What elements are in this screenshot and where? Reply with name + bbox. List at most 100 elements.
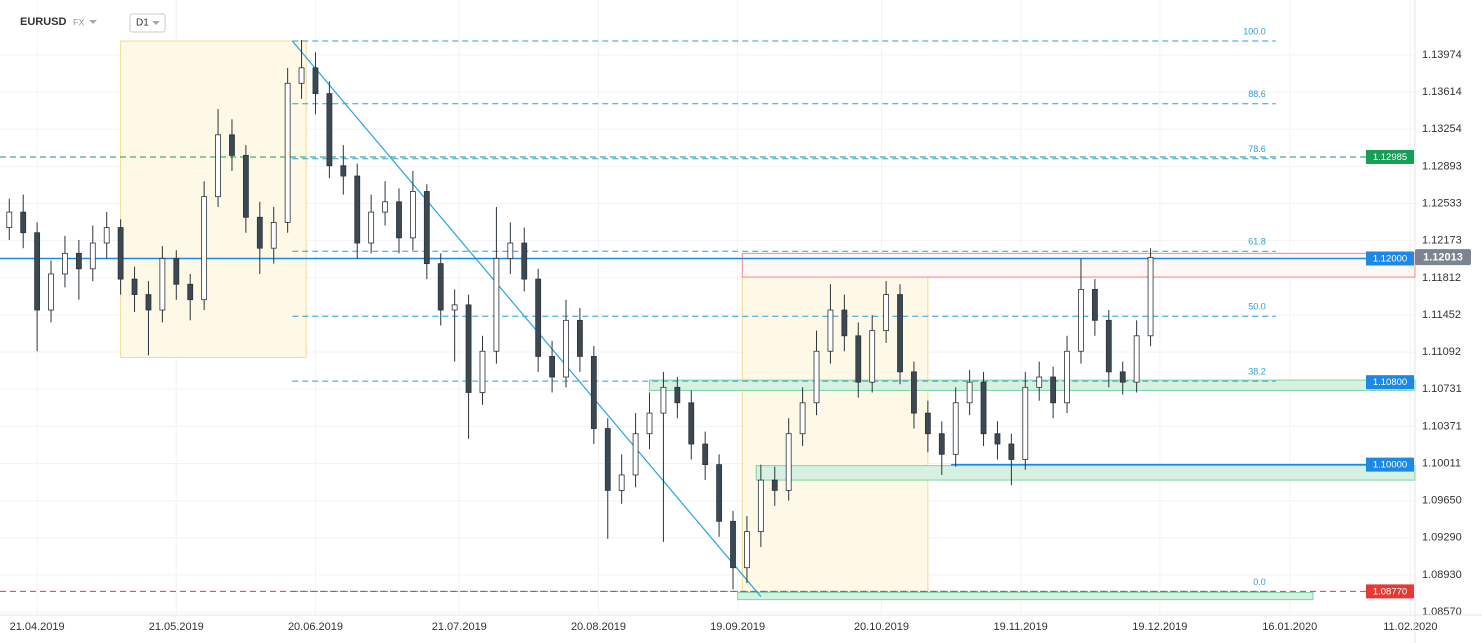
candle-body — [744, 531, 750, 569]
candle-body — [396, 201, 402, 239]
zone — [120, 40, 307, 358]
candle-body — [1105, 319, 1112, 373]
candle-body — [799, 402, 806, 435]
candle-body — [479, 350, 486, 393]
market: FX — [73, 17, 85, 27]
candle-body — [813, 350, 820, 404]
candle-body — [841, 309, 848, 337]
fib-label: 78.6 — [1248, 144, 1266, 154]
candle-body — [410, 191, 416, 239]
candle-body — [604, 428, 611, 491]
fib-label: 38.2 — [1248, 367, 1266, 377]
x-tick-label: 11.02.2020 — [1383, 621, 1437, 633]
candle-body — [1050, 376, 1057, 404]
candle-body — [131, 278, 138, 295]
price-badge — [1366, 375, 1414, 390]
candle-body — [298, 67, 305, 84]
y-tick-label: 1.11812 — [1422, 272, 1461, 284]
candle-body — [1064, 350, 1070, 404]
price-badge — [1366, 584, 1414, 599]
fib-label: 50.0 — [1248, 302, 1266, 312]
y-tick-label: 1.08570 — [1422, 606, 1462, 618]
y-tick-label: 1.12893 — [1422, 160, 1462, 172]
candle-body — [1078, 289, 1084, 352]
interval[interactable]: D1 — [136, 18, 149, 29]
price-badge — [1366, 149, 1414, 164]
y-tick-label: 1.11092 — [1422, 346, 1461, 358]
x-tick-label: 20.10.2019 — [854, 621, 909, 633]
fib-label: 100.0 — [1243, 26, 1266, 36]
candle-body — [6, 211, 13, 228]
candle-body — [924, 412, 931, 435]
candle-body — [215, 134, 221, 198]
candle-body — [145, 294, 152, 311]
candle-body — [159, 258, 166, 311]
last-price-badge — [1415, 249, 1471, 266]
x-tick-label: 21.05.2019 — [149, 621, 204, 633]
candle-body — [632, 433, 639, 476]
x-tick-label: 19.12.2019 — [1132, 621, 1187, 633]
candle-body — [827, 309, 834, 352]
candle-body — [674, 386, 681, 404]
last-price-label: 1.12013 — [1423, 252, 1463, 264]
y-tick-label: 1.09650 — [1422, 495, 1462, 507]
candle-body — [20, 211, 27, 234]
candle-body — [618, 474, 625, 491]
x-tick-label: 20.06.2019 — [288, 621, 343, 633]
candle-body — [521, 242, 528, 280]
candle-body — [688, 402, 695, 445]
candle-body — [117, 227, 124, 280]
candle-body — [702, 443, 709, 466]
candle-body — [242, 155, 249, 218]
candle-body — [423, 191, 430, 265]
y-tick-label: 1.10371 — [1422, 420, 1462, 432]
y-tick-label: 1.09290 — [1422, 532, 1462, 544]
candle-body — [312, 67, 319, 94]
candle-body — [535, 278, 542, 357]
x-tick-label: 21.04.2019 — [10, 621, 65, 633]
candle-body — [103, 227, 110, 244]
interval-select[interactable] — [129, 13, 166, 33]
candle-body — [284, 82, 291, 223]
y-tick-label: 1.13254 — [1422, 123, 1462, 135]
y-tick-label: 1.13974 — [1422, 49, 1462, 61]
candle-body — [980, 381, 987, 435]
candle-body — [577, 319, 583, 357]
trendline — [291, 40, 762, 597]
candle-body — [897, 294, 903, 373]
zone — [649, 379, 1416, 391]
candle-body — [785, 433, 792, 491]
candle-body — [201, 196, 208, 301]
x-tick-label: 20.08.2019 — [571, 621, 626, 633]
candle-body — [1091, 289, 1098, 321]
x-tick-label: 19.09.2019 — [710, 621, 765, 633]
candle-body — [368, 211, 375, 244]
symbol[interactable]: EURUSD — [20, 16, 67, 28]
candle-body — [173, 258, 180, 285]
candle-body — [966, 381, 973, 404]
y-tick-label: 1.10731 — [1422, 383, 1462, 395]
candle-body — [48, 273, 54, 311]
zone — [755, 465, 1416, 481]
candle-body — [1008, 443, 1015, 460]
zone — [741, 276, 929, 598]
candle-body — [507, 242, 514, 259]
candle-body — [1119, 371, 1126, 383]
y-tick-label: 1.08930 — [1422, 569, 1462, 581]
fib-label: 0.0 — [1253, 577, 1266, 587]
zone — [741, 252, 1416, 278]
candle-body — [382, 201, 388, 213]
x-tick-label: 21.07.2019 — [432, 621, 487, 633]
candle-body — [660, 386, 667, 414]
symbol-dropdown-arrow[interactable] — [89, 20, 97, 24]
candle-body — [451, 304, 458, 311]
x-tick-label: 19.11.2019 — [994, 621, 1048, 633]
candle-body — [549, 356, 555, 378]
candle-body — [1022, 386, 1029, 460]
candle-body — [1147, 257, 1154, 337]
interval-dropdown-arrow[interactable] — [152, 21, 160, 25]
y-tick-label: 1.10011 — [1422, 457, 1461, 469]
